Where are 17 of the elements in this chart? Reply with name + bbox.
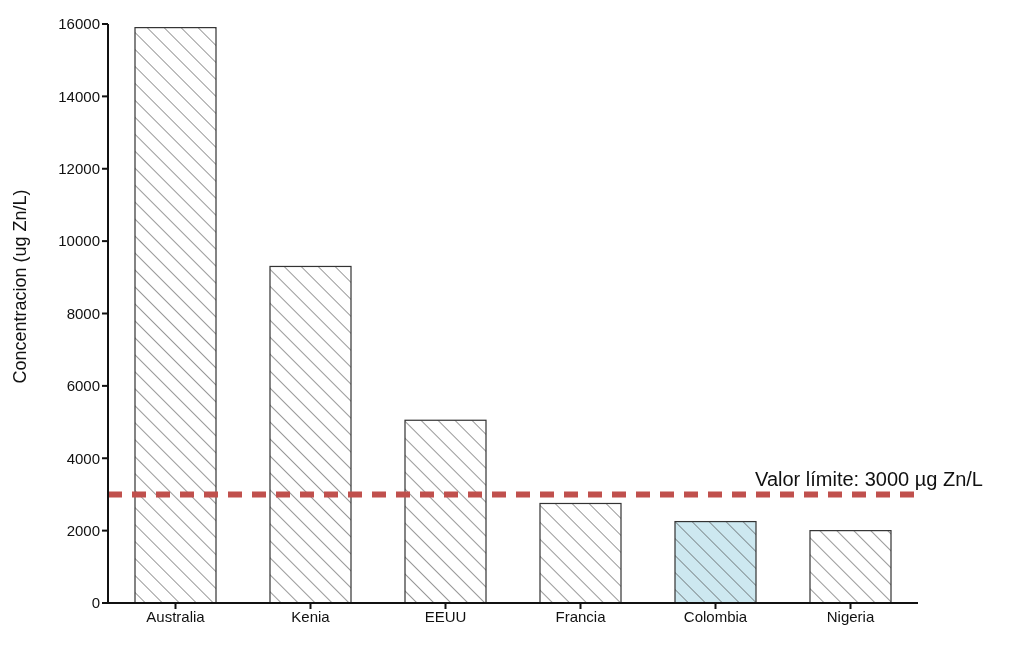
y-tick-label: 8000: [66, 304, 100, 322]
y-tick-label: 4000: [66, 449, 100, 467]
y-tick-label: 12000: [58, 160, 100, 178]
x-tick-label: Francia: [555, 607, 607, 625]
y-tick-label: 14000: [58, 87, 100, 105]
ref-line-label: Valor límite: 3000 µg Zn/L: [755, 467, 983, 490]
y-tick-label: 0: [91, 594, 100, 612]
x-tick-label: Australia: [146, 607, 206, 625]
y-axis-title: Concentracion (ug Zn/L): [10, 189, 31, 384]
y-tick-label: 2000: [66, 521, 100, 539]
x-tick-label: Kenia: [291, 607, 331, 625]
x-tick-label: Nigeria: [826, 607, 875, 625]
x-tick-label: EEUU: [424, 607, 467, 625]
y-tick-label: 16000: [58, 15, 100, 33]
x-tick-label: Colombia: [683, 607, 748, 625]
y-tick-label: 6000: [66, 377, 100, 395]
y-tick-label: 10000: [58, 232, 100, 250]
